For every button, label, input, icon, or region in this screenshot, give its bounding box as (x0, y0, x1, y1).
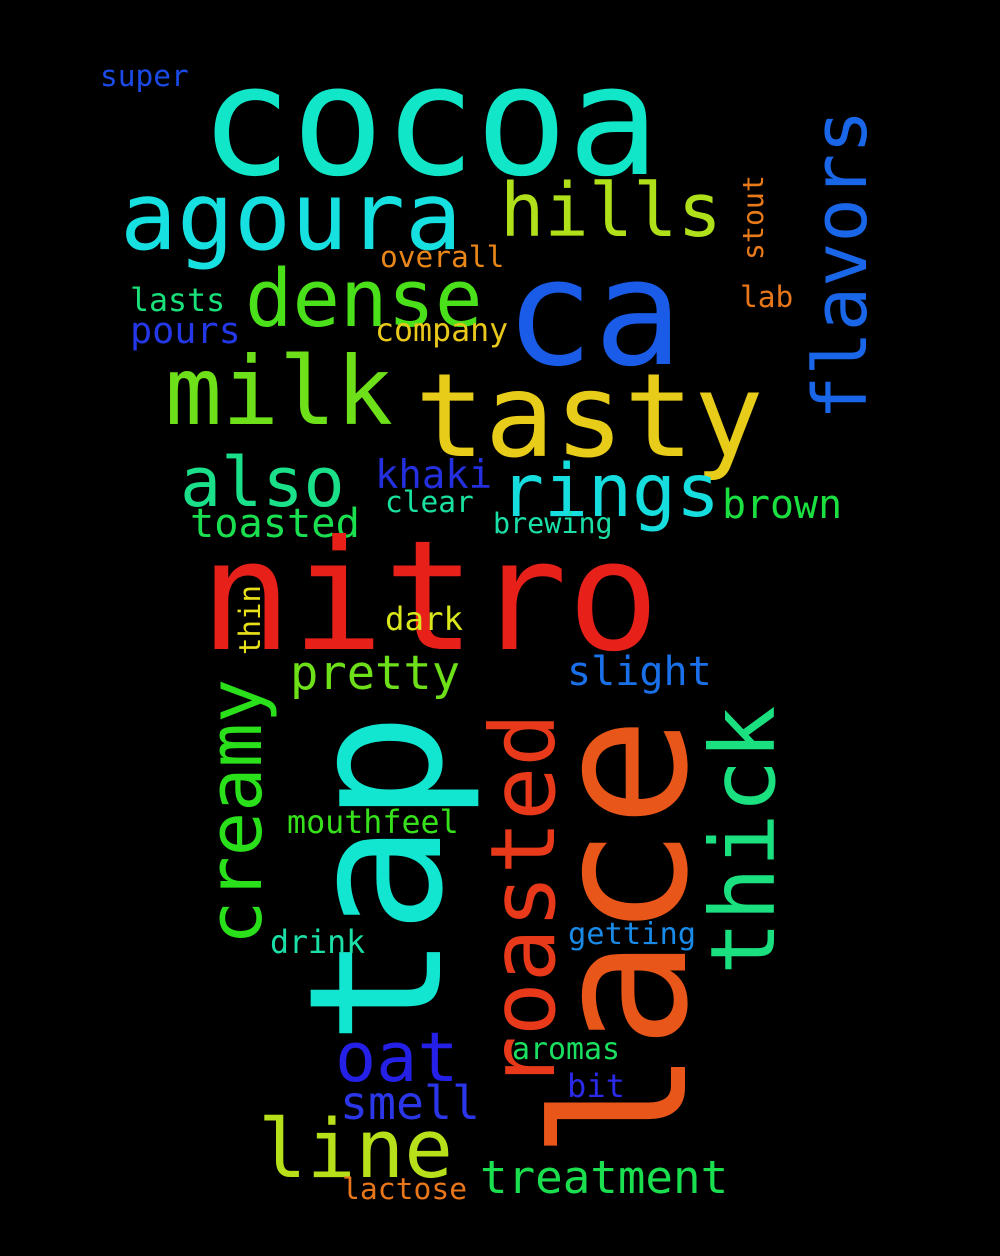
word-oat: oat (335, 1019, 459, 1098)
word-mouthfeel: mouthfeel (287, 805, 459, 841)
word-clear: clear (385, 485, 474, 519)
word-toasted: toasted (190, 500, 360, 547)
word-rings: rings (500, 449, 721, 534)
word-drink: drink (270, 925, 366, 961)
word-brown: brown (722, 482, 843, 528)
word-treatment: treatment (480, 1150, 729, 1204)
word-overall: overall (380, 240, 505, 274)
word-cocoa: cocoa (200, 32, 660, 210)
word-tasty: tasty (415, 350, 764, 484)
word-aromas: aromas (512, 1032, 620, 1067)
word-nitro: nitro (200, 507, 660, 685)
word-flavors: flavors (799, 109, 884, 420)
word-lab: lab (740, 280, 794, 314)
word-ca: ca (505, 227, 683, 399)
word-dark: dark (385, 600, 464, 638)
word-company: company (375, 313, 509, 349)
word-creamy: creamy (194, 678, 279, 945)
word-line: line (258, 1103, 454, 1197)
word-bit: bit (567, 1067, 625, 1105)
word-lasts: lasts (130, 283, 226, 319)
word-hills: hills (500, 169, 722, 254)
word-getting: getting (568, 917, 697, 952)
word-brewing: brewing (493, 507, 613, 540)
word-pours: pours (130, 309, 241, 352)
word-khaki: khaki (375, 453, 493, 498)
word-smell: smell (340, 1076, 480, 1130)
word-slight: slight (567, 649, 712, 695)
word-milk: milk (165, 337, 394, 447)
word-pretty: pretty (290, 646, 461, 701)
word-lactose: lactose (342, 1172, 468, 1207)
word-thick: thick (692, 705, 796, 975)
word-also: also (180, 444, 345, 523)
word-agoura: agoura (120, 162, 463, 272)
word-thin: thin (233, 584, 267, 655)
word-dense: dense (245, 253, 483, 345)
word-super: super (100, 59, 189, 93)
word-tap: tap (270, 712, 484, 1045)
word-stout: stout (737, 175, 770, 260)
